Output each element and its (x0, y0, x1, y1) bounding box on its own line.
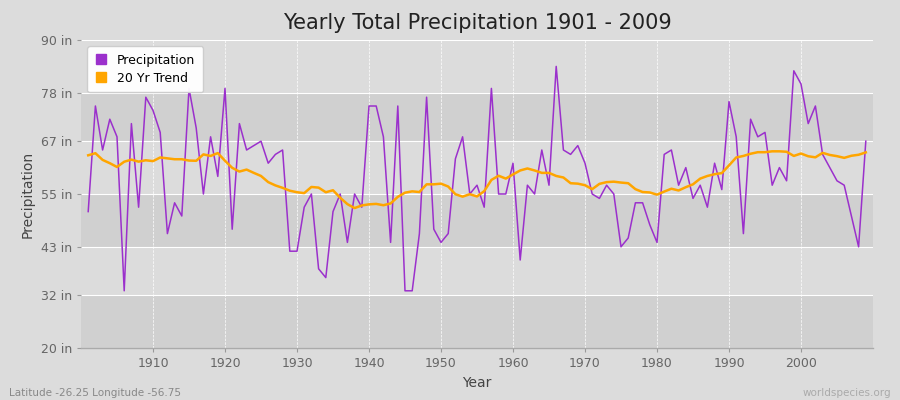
20 Yr Trend (83, 153, 94, 158)
Precipitation (148, 108, 158, 113)
20 Yr Trend (349, 206, 360, 210)
Precipitation (349, 192, 360, 196)
Line: 20 Yr Trend: 20 Yr Trend (88, 151, 866, 208)
Legend: Precipitation, 20 Yr Trend: Precipitation, 20 Yr Trend (87, 46, 203, 92)
Precipitation (515, 258, 526, 262)
Bar (81, 194, 873, 247)
20 Yr Trend (601, 180, 612, 184)
20 Yr Trend (140, 158, 151, 163)
Line: Precipitation: Precipitation (88, 66, 866, 291)
Bar (81, 40, 873, 93)
Bar (81, 247, 873, 295)
Y-axis label: Precipitation: Precipitation (21, 150, 35, 238)
Precipitation (306, 192, 317, 196)
Title: Yearly Total Precipitation 1901 - 2009: Yearly Total Precipitation 1901 - 2009 (283, 13, 671, 33)
X-axis label: Year: Year (463, 376, 491, 390)
Precipitation (119, 288, 130, 293)
20 Yr Trend (860, 150, 871, 155)
20 Yr Trend (342, 202, 353, 206)
Precipitation (83, 209, 94, 214)
20 Yr Trend (515, 168, 526, 173)
20 Yr Trend (767, 149, 778, 154)
Precipitation (551, 64, 562, 69)
20 Yr Trend (299, 191, 310, 196)
Precipitation (508, 161, 518, 166)
Bar (81, 93, 873, 141)
Text: Latitude -26.25 Longitude -56.75: Latitude -26.25 Longitude -56.75 (9, 388, 181, 398)
Text: worldspecies.org: worldspecies.org (803, 388, 891, 398)
Precipitation (860, 139, 871, 144)
Bar (81, 141, 873, 194)
Bar (81, 295, 873, 348)
20 Yr Trend (508, 172, 518, 177)
Precipitation (608, 192, 619, 196)
